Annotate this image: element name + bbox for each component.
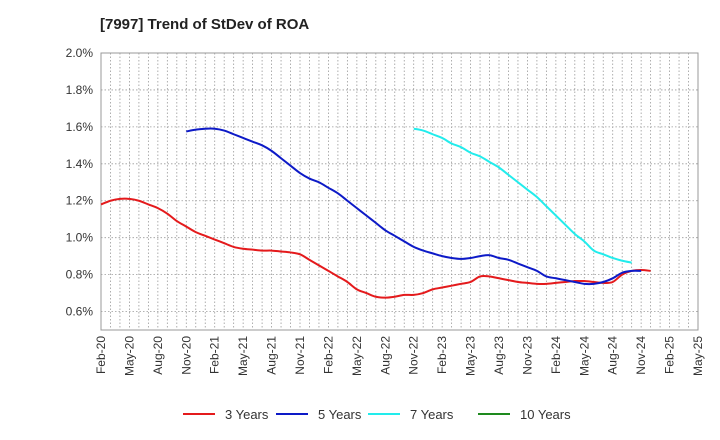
legend-swatch [478, 413, 510, 415]
x-tick-label: Feb-22 [321, 336, 335, 374]
chart-title: [7997] Trend of StDev of ROA [100, 16, 310, 33]
x-tick-label: Feb-21 [208, 336, 222, 374]
grid-lines [101, 53, 698, 330]
y-tick-label: 1.8% [66, 83, 94, 97]
x-tick-label: May-22 [350, 336, 364, 376]
legend-label: 7 Years [410, 406, 454, 422]
x-tick-label: May-21 [236, 336, 250, 376]
y-tick-label: 1.0% [66, 231, 94, 245]
legend-item-5-years: 5 Years [276, 404, 361, 424]
legend-item-10-years: 10 Years [478, 404, 571, 424]
y-tick-label: 1.4% [66, 157, 94, 171]
x-tick-label: Feb-20 [94, 336, 108, 374]
x-tick-label: Nov-21 [293, 336, 307, 375]
series-line-3-years [100, 197, 651, 299]
plot-area [100, 52, 699, 331]
y-axis-ticks: 0.6% 0.8% 1.0% 1.2% 1.4% 1.6% 1.8% 2.0% [66, 46, 94, 319]
x-tick-label: Feb-23 [435, 336, 449, 374]
legend-label: 10 Years [520, 406, 571, 422]
x-tick-label: Feb-24 [549, 336, 563, 374]
y-tick-label: 1.2% [66, 194, 94, 208]
legend-label: 3 Years [225, 406, 269, 422]
y-tick-label: 0.8% [66, 268, 94, 282]
x-tick-label: Nov-23 [520, 336, 534, 375]
y-tick-label: 2.0% [66, 46, 94, 60]
x-tick-label: May-20 [122, 336, 136, 376]
x-axis-ticks: Feb-20 May-20 Aug-20 Nov-20 Feb-21 May-21 Aug-… [94, 336, 705, 376]
legend-item-3-years: 3 Years [183, 404, 268, 424]
x-tick-label: Nov-24 [634, 336, 648, 375]
legend: 3 Years 5 Years 7 Years 10 Years [0, 404, 720, 424]
x-tick-label: May-24 [577, 336, 591, 376]
legend-swatch [183, 413, 215, 415]
x-tick-label: Aug-20 [151, 336, 165, 375]
x-tick-label: May-23 [464, 336, 478, 376]
x-tick-label: Feb-25 [663, 336, 677, 374]
legend-label: 5 Years [318, 406, 362, 422]
x-tick-label: Nov-22 [407, 336, 421, 375]
legend-swatch [276, 413, 308, 415]
y-tick-label: 1.6% [66, 120, 94, 134]
x-tick-label: Aug-24 [606, 336, 620, 375]
y-tick-label: 0.6% [66, 305, 94, 319]
series-line-5-years [186, 127, 642, 286]
series-line-7-years [413, 127, 632, 264]
x-tick-label: Aug-21 [265, 336, 279, 375]
series-lines [100, 127, 651, 299]
x-tick-label: Aug-23 [492, 336, 506, 375]
legend-swatch [368, 413, 400, 415]
legend-item-7-years: 7 Years [368, 404, 453, 424]
x-tick-label: Aug-22 [378, 336, 392, 375]
x-tick-label: Nov-20 [179, 336, 193, 375]
x-tick-label: May-25 [691, 336, 705, 376]
